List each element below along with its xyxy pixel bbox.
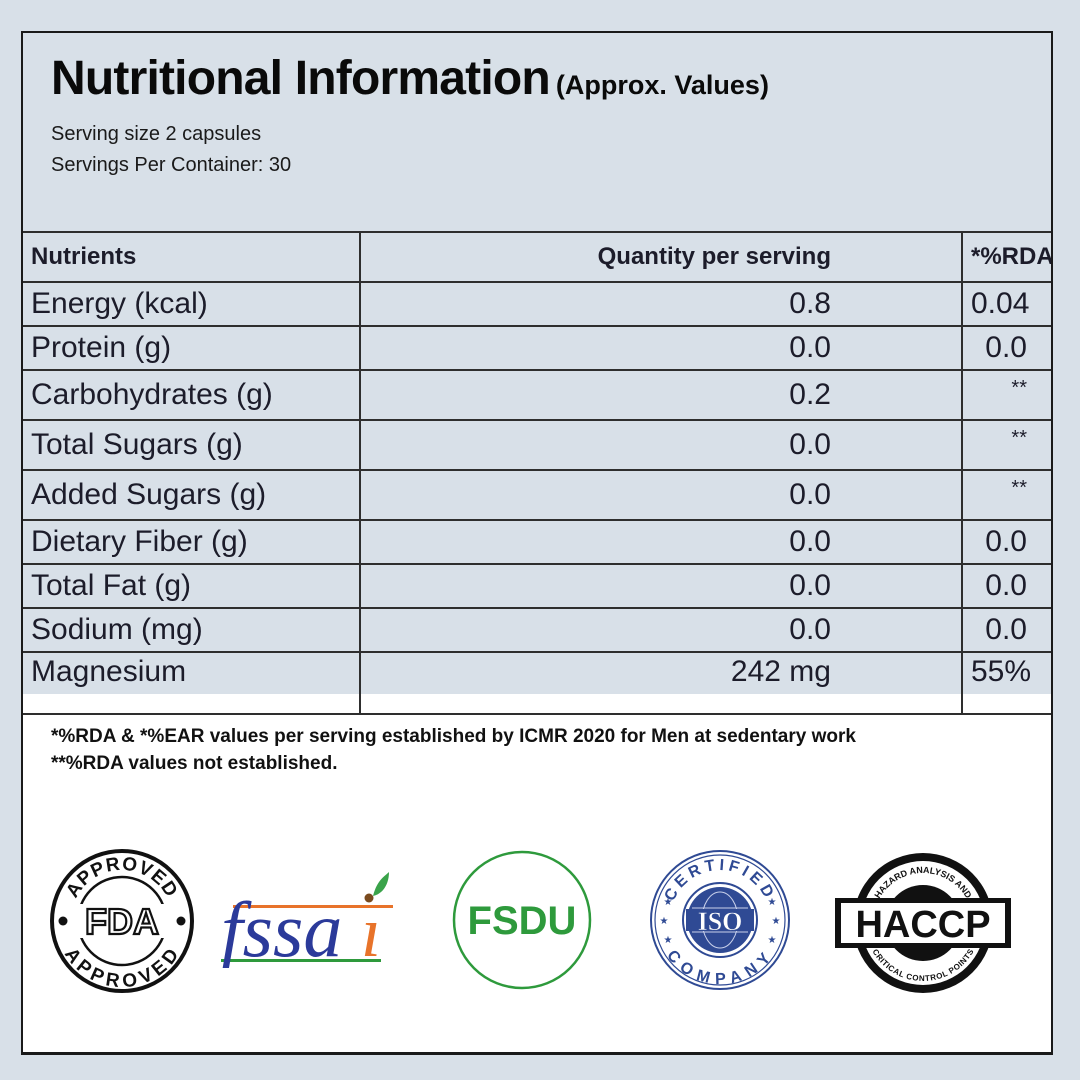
nutrition-panel: Nutritional Information (Approx. Values) … bbox=[21, 31, 1053, 1055]
nutrient-name: Added Sugars (g) bbox=[23, 469, 361, 520]
certification-logos: APPROVED APPROVED FDA fssa ı FSDU bbox=[23, 848, 1051, 998]
nutrient-quantity: 0.0 bbox=[360, 469, 963, 520]
svg-text:★: ★ bbox=[768, 897, 777, 908]
fda-approved-icon: APPROVED APPROVED FDA bbox=[50, 849, 194, 993]
serving-size: Serving size 2 capsules bbox=[51, 123, 262, 145]
nutrient-rda: 0.0 bbox=[962, 519, 1051, 564]
nutrient-rda: ** bbox=[962, 469, 1051, 520]
svg-text:★: ★ bbox=[772, 916, 781, 927]
column-header-nutrients: Nutrients bbox=[23, 231, 361, 282]
footnote-rda: *%RDA & *%EAR values per serving establi… bbox=[51, 726, 856, 747]
svg-text:ISO: ISO bbox=[698, 907, 743, 936]
nutrient-quantity: 0.8 bbox=[360, 281, 963, 326]
page-title: Nutritional Information (Approx. Values) bbox=[51, 51, 769, 106]
nutrient-name: Total Fat (g) bbox=[23, 563, 361, 608]
nutrient-quantity: 0.0 bbox=[360, 419, 963, 470]
nutrient-rda: 0.04 bbox=[962, 281, 1051, 326]
nutrient-rda: 0.0 bbox=[962, 563, 1051, 608]
nutrient-rda: ** bbox=[962, 419, 1051, 470]
footnote-not-established: **%RDA values not established. bbox=[51, 753, 338, 774]
nutrient-quantity: 0.0 bbox=[360, 563, 963, 608]
nutrient-rda: 55% bbox=[962, 651, 1051, 715]
nutrient-rda: 0.0 bbox=[962, 325, 1051, 370]
svg-text:FSDU: FSDU bbox=[468, 899, 577, 943]
table-row: Sodium (mg) 0.0 0.0 bbox=[23, 607, 1051, 652]
svg-text:HACCP: HACCP bbox=[855, 904, 990, 946]
svg-text:fssa: fssa bbox=[221, 886, 342, 968]
column-header-rda: *%RDA bbox=[962, 231, 1051, 282]
nutrient-quantity: 0.0 bbox=[360, 519, 963, 564]
svg-text:★: ★ bbox=[664, 935, 673, 946]
nutrient-name: Carbohydrates (g) bbox=[23, 369, 361, 420]
nutrient-quantity: 0.2 bbox=[360, 369, 963, 420]
nutrient-name: Total Sugars (g) bbox=[23, 419, 361, 470]
table-header-row: Nutrients Quantity per serving *%RDA bbox=[23, 231, 1051, 282]
table-row: Added Sugars (g) 0.0 ** bbox=[23, 469, 1051, 520]
nutrition-top-section: Nutritional Information (Approx. Values) … bbox=[23, 33, 1051, 715]
table-row: Protein (g) 0.0 0.0 bbox=[23, 325, 1051, 370]
table-row: Magnesium 242 mg 55% bbox=[23, 651, 1051, 715]
nutrient-name: Protein (g) bbox=[23, 325, 361, 370]
svg-text:★: ★ bbox=[660, 916, 669, 927]
iso-certified-icon: CERTIFIED COMPANY ISO ★ ★ ★ ★ ★ ★ bbox=[650, 850, 790, 990]
fssai-icon: fssa ı bbox=[221, 872, 393, 968]
fsdu-icon: FSDU bbox=[452, 850, 592, 990]
nutrient-rda: 0.0 bbox=[962, 607, 1051, 652]
nutrient-name: Sodium (mg) bbox=[23, 607, 361, 652]
serving-info: Serving size 2 capsules Servings Per Con… bbox=[51, 119, 291, 181]
haccp-icon: HAZARD ANALYSIS AND CRITICAL CONTROL POI… bbox=[835, 853, 1011, 993]
footnotes: *%RDA & *%EAR values per serving establi… bbox=[51, 723, 856, 777]
nutrient-name: Magnesium bbox=[23, 651, 361, 715]
nutrition-table: Nutrients Quantity per serving *%RDA Ene… bbox=[23, 231, 1051, 715]
svg-text:★: ★ bbox=[768, 935, 777, 946]
table-row: Carbohydrates (g) 0.2 ** bbox=[23, 369, 1051, 420]
column-header-quantity: Quantity per serving bbox=[360, 231, 963, 282]
svg-text:★: ★ bbox=[664, 897, 673, 908]
table-row: Total Fat (g) 0.0 0.0 bbox=[23, 563, 1051, 608]
table-row: Total Sugars (g) 0.0 ** bbox=[23, 419, 1051, 470]
nutrient-quantity: 242 mg bbox=[360, 651, 963, 715]
servings-per-container: Servings Per Container: 30 bbox=[51, 154, 292, 176]
nutrient-name: Dietary Fiber (g) bbox=[23, 519, 361, 564]
nutrient-quantity: 0.0 bbox=[360, 325, 963, 370]
svg-text:APPROVED: APPROVED bbox=[60, 944, 183, 992]
nutrient-quantity: 0.0 bbox=[360, 607, 963, 652]
title-main: Nutritional Information bbox=[51, 52, 551, 105]
nutrient-rda: ** bbox=[962, 369, 1051, 420]
title-subtitle: (Approx. Values) bbox=[555, 70, 769, 100]
svg-text:ı: ı bbox=[361, 892, 381, 968]
table-row: Energy (kcal) 0.8 0.04 bbox=[23, 281, 1051, 326]
nutrient-name: Energy (kcal) bbox=[23, 281, 361, 326]
table-row: Dietary Fiber (g) 0.0 0.0 bbox=[23, 519, 1051, 564]
svg-text:FDA: FDA bbox=[85, 901, 159, 942]
